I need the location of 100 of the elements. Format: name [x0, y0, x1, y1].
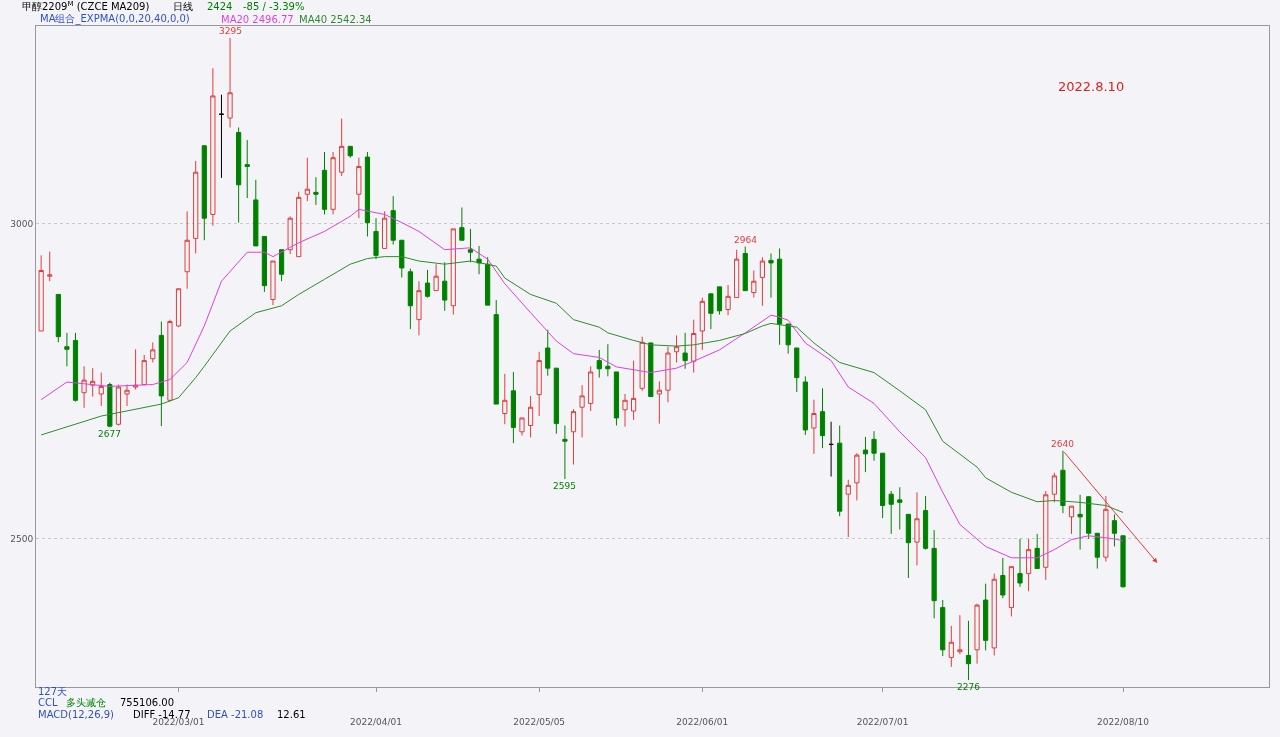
- candlestick: [1077, 494, 1083, 551]
- candlestick: [759, 256, 766, 307]
- candlestick: [193, 160, 199, 254]
- candlestick: [1060, 450, 1066, 514]
- candlestick: [493, 299, 499, 405]
- annotation: 2276: [957, 682, 981, 692]
- candlestick: [948, 625, 954, 668]
- candlestick: [940, 599, 946, 657]
- candlestick: [957, 614, 963, 655]
- candlestick: [768, 252, 774, 299]
- candlestick: [227, 37, 233, 128]
- text: -85 / -3.39%: [243, 1, 305, 12]
- candlestick: [579, 384, 585, 438]
- candlestick: [450, 228, 456, 316]
- candlestick: [407, 268, 413, 330]
- text: 755106.00: [120, 697, 175, 708]
- candlestick: [965, 620, 972, 681]
- candlestick: [72, 332, 79, 403]
- candlestick: [897, 486, 903, 530]
- annotation: 2964: [734, 235, 758, 245]
- annotation: 2677: [98, 429, 121, 439]
- candlestick: [382, 210, 388, 249]
- candlestick: [38, 254, 44, 332]
- candlestick: [553, 367, 559, 435]
- line-series: [40, 208, 1124, 559]
- candlestick: [974, 603, 980, 665]
- candlestick: [304, 157, 310, 202]
- candlestick: [356, 157, 362, 219]
- candlestick: [321, 151, 328, 215]
- candlestick: [1017, 538, 1023, 588]
- candlestick: [785, 323, 791, 355]
- candlestick: [837, 425, 843, 517]
- candlestick: [639, 336, 645, 392]
- candlestick: [922, 495, 929, 551]
- x-tick-label: 2022/06/01: [676, 716, 729, 727]
- candlestick: [622, 393, 628, 428]
- candlestick: [330, 151, 336, 215]
- candlestick: [390, 195, 396, 246]
- text: MA20 2496.77: [221, 14, 294, 25]
- candlestick: [588, 365, 594, 412]
- candlestick: [605, 343, 611, 377]
- candlestick: [536, 351, 542, 417]
- candlestick: [424, 269, 431, 299]
- candlestick: [1086, 496, 1092, 540]
- candlestick: [510, 371, 516, 444]
- candlestick: [725, 284, 731, 316]
- candlestick: [1094, 532, 1100, 570]
- candlestick: [64, 332, 70, 367]
- candlestick: [81, 365, 87, 409]
- candlestick: [905, 513, 911, 579]
- candlestick: [90, 367, 96, 398]
- candlestick: [776, 247, 783, 346]
- candlestick: [682, 332, 688, 370]
- candlestick: [287, 215, 293, 255]
- candlestick: [467, 228, 474, 263]
- candlestick: [442, 261, 448, 312]
- text: DEA -21.08: [207, 709, 264, 720]
- candlestick: [742, 246, 748, 292]
- annotation: 2640: [1051, 439, 1075, 449]
- y-tick-label: 3000: [10, 219, 34, 230]
- candlestick: [648, 342, 654, 398]
- candlestick: [862, 436, 869, 473]
- candlestick: [141, 354, 147, 386]
- candlestick: [261, 235, 267, 293]
- candlestick: [1051, 472, 1057, 503]
- candlestick: [845, 479, 851, 538]
- candlestick: [347, 145, 353, 159]
- candlestick: [871, 430, 877, 462]
- candlestick: [519, 417, 525, 437]
- candlestick: [1008, 566, 1015, 617]
- candlestick: [502, 373, 508, 425]
- candlestick: [656, 380, 662, 425]
- candlestick: [339, 118, 345, 177]
- candlestick: [433, 263, 439, 292]
- candlestick: [158, 321, 164, 427]
- candlestick: [613, 371, 620, 426]
- candlestick: [802, 375, 808, 436]
- candlestick: [1000, 557, 1006, 599]
- candlestick: [476, 245, 482, 275]
- candlestick: [991, 573, 997, 656]
- candlestick: [416, 280, 422, 336]
- candlestick: [545, 329, 551, 377]
- candlestick: [596, 349, 602, 379]
- candlestick: [150, 341, 156, 363]
- candlestick: [313, 176, 319, 206]
- candlestick: [373, 217, 379, 260]
- candlestick: [673, 334, 680, 363]
- candlestick: [631, 360, 637, 421]
- candlestick: [218, 94, 225, 179]
- candlestick: [253, 179, 259, 247]
- candlestick: [1034, 533, 1040, 570]
- candlestick: [296, 191, 302, 258]
- candlestick: [124, 384, 130, 407]
- candlestick: [983, 583, 989, 651]
- candlestick: [459, 206, 465, 241]
- text: MA组合_EXPMA(0,0,20,40,0,0): [40, 13, 190, 25]
- x-tick-label: 2022/05/05: [513, 716, 566, 727]
- candlestick: [244, 139, 250, 199]
- candlestick: [1043, 490, 1049, 581]
- candlestick: [364, 151, 371, 237]
